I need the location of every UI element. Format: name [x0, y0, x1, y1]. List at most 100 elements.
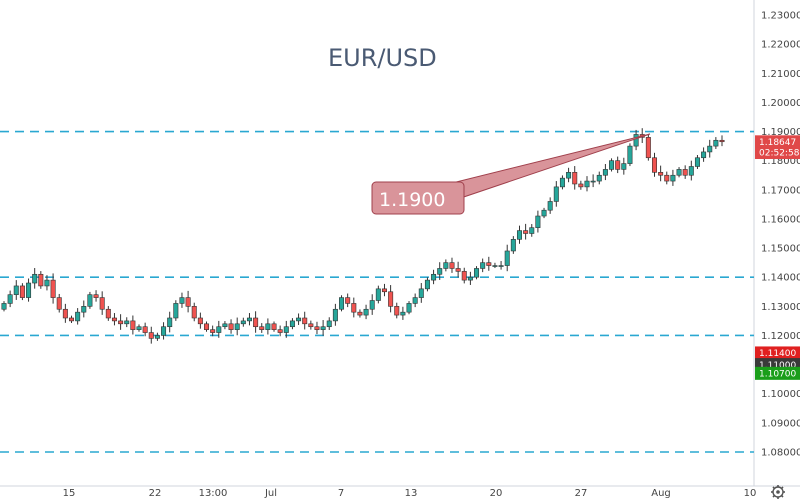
price-tick-label: 1.16000	[761, 214, 800, 225]
price-tick-label: 1.23000	[761, 11, 800, 22]
price-tick-label: 1.09000	[761, 418, 800, 429]
candle-up	[296, 317, 302, 322]
candle-up	[541, 209, 547, 217]
time-tick-label: Aug	[651, 488, 671, 499]
candle-up	[124, 320, 130, 325]
candle-up	[222, 323, 228, 328]
candle-up	[547, 201, 553, 211]
candle-up	[602, 169, 608, 176]
chart-title: EUR/USD	[328, 44, 437, 72]
candle-down	[486, 262, 492, 266]
candle-down	[357, 311, 363, 316]
candle-up	[320, 326, 326, 330]
time-tick-label: 20	[490, 488, 503, 499]
candle-up	[240, 320, 246, 325]
candle-up	[81, 306, 87, 313]
candle-up	[701, 151, 707, 159]
candle-up	[504, 250, 510, 266]
candle-up	[676, 169, 682, 176]
candle-down	[314, 326, 320, 330]
candle-up	[529, 227, 535, 234]
annotation-label: 1.1900	[379, 189, 445, 211]
candle-down	[277, 329, 283, 333]
horizontal-levels	[0, 130, 754, 453]
candle-up	[289, 320, 295, 328]
price-tick-label: 1.10000	[761, 389, 800, 400]
candle-up	[633, 134, 639, 147]
candle-up	[480, 262, 486, 269]
price-tick-label: 1.21000	[761, 69, 800, 80]
price-tag: 1.11400	[755, 346, 800, 360]
price-tag: 02:52:58	[755, 146, 800, 160]
candle-down	[62, 308, 68, 319]
candle-up	[375, 288, 381, 301]
candle-down	[210, 329, 216, 333]
price-tag: 1.10700	[755, 366, 800, 380]
candle-up	[265, 323, 271, 330]
candle-up	[474, 268, 480, 278]
candle-up	[339, 297, 345, 310]
gear-icon[interactable]	[771, 485, 785, 499]
candle-down	[394, 306, 400, 316]
candle-up	[216, 326, 222, 333]
price-annotation[interactable]: 1.1900	[371, 133, 651, 215]
candle-up	[566, 172, 572, 179]
candle-up	[559, 177, 565, 188]
price-tag-label: 1.11000	[759, 361, 796, 371]
candle-up	[406, 303, 412, 313]
candle-down	[682, 169, 688, 176]
price-tag-bg	[755, 366, 800, 380]
candle-down	[191, 306, 197, 319]
price-tag-label: 1.18647	[759, 138, 796, 148]
candle-up	[694, 157, 700, 167]
candle-up	[87, 294, 93, 307]
candlestick-series	[1, 128, 725, 344]
price-axis: 1.23000 1.22000 1.21000 1.20000 1.19000 1.180…	[761, 11, 800, 459]
candle-up	[44, 279, 50, 287]
candle-up	[516, 230, 522, 240]
candle-down	[148, 332, 154, 339]
candle-down	[523, 230, 529, 234]
candle-down	[645, 137, 651, 159]
candle-up	[154, 335, 160, 339]
candle-up	[670, 174, 676, 182]
candle-down	[271, 323, 277, 330]
price-tick-label: 1.18000	[761, 156, 800, 167]
candle-up	[584, 180, 590, 188]
candle-up	[418, 288, 424, 298]
price-tick-label: 1.15000	[761, 244, 800, 255]
candle-up	[707, 145, 713, 153]
candle-up	[467, 276, 473, 281]
candle-up	[161, 326, 167, 336]
candle-up	[234, 323, 240, 330]
candle-up	[1, 303, 7, 310]
candle-down	[308, 323, 314, 328]
price-tag-label: 1.11400	[759, 349, 796, 359]
candle-down	[204, 323, 210, 330]
time-tick-label: 15	[63, 488, 76, 499]
candle-up	[75, 311, 81, 322]
candle-up	[369, 300, 375, 310]
candle-up	[13, 285, 19, 295]
candle-up	[412, 297, 418, 304]
candle-down	[197, 317, 203, 325]
candle-down	[351, 303, 357, 313]
candle-down	[69, 317, 75, 322]
candle-up	[136, 326, 142, 330]
candle-up	[713, 139, 719, 147]
candle-up	[173, 303, 179, 319]
candle-up	[246, 317, 252, 322]
candle-down	[572, 172, 578, 185]
time-tick-label: 7	[338, 488, 344, 499]
candle-down	[99, 297, 105, 310]
candle-up	[400, 311, 406, 316]
candle-down	[130, 320, 136, 330]
candle-down	[578, 183, 584, 188]
price-tick-label: 1.20000	[761, 98, 800, 109]
time-tick-label: 10	[744, 488, 757, 499]
candle-down	[259, 326, 265, 330]
candle-up	[443, 262, 449, 269]
candle-down	[228, 323, 234, 330]
